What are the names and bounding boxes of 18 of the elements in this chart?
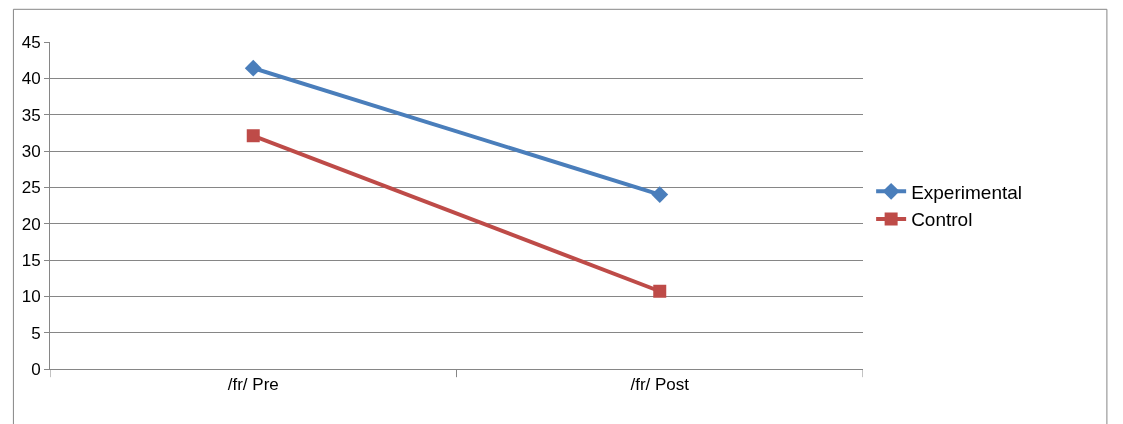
point: [246, 129, 260, 143]
y-tick-label: 30: [21, 141, 41, 161]
legend-label: Experimental: [911, 181, 1023, 203]
y-tick-label: 20: [21, 214, 41, 234]
y-tick-label: 10: [21, 287, 41, 307]
y-tick-label: 35: [21, 105, 41, 125]
legend-label: Control: [911, 209, 973, 231]
y-tick-label: 5: [31, 323, 41, 343]
x-tick-label: /fr/ Post: [630, 375, 690, 395]
y-tick-label: 45: [21, 32, 41, 52]
y-tick-label: 40: [21, 69, 41, 89]
point: [653, 284, 667, 298]
y-tick-label: 0: [31, 359, 41, 379]
x-tick-label: /fr/ Pre: [227, 375, 279, 395]
y-tick-label: 25: [21, 178, 41, 198]
y-tick-label: 15: [21, 250, 41, 270]
point: [651, 186, 669, 204]
point: [244, 59, 262, 77]
